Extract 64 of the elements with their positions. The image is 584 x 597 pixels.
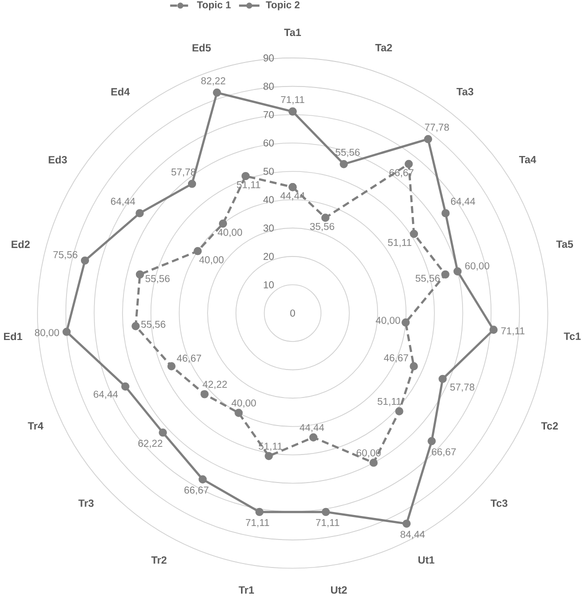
data-label: 40,00 — [376, 316, 400, 326]
spoke-label: Ut2 — [330, 586, 347, 594]
spoke-label: Tc1 — [564, 332, 581, 340]
data-label: 55,56 — [141, 320, 166, 330]
data-label: 55,56 — [415, 274, 440, 283]
data-label: 46,67 — [384, 354, 408, 363]
spoke-label: Tc2 — [541, 422, 558, 430]
data-label: 51,11 — [388, 239, 412, 248]
y-tick-label: 20 — [263, 252, 274, 260]
spoke-label: Ed3 — [48, 156, 67, 164]
data-label: 84,44 — [400, 530, 425, 540]
data-label: 75,56 — [53, 251, 78, 260]
spoke-label: Tr3 — [78, 500, 94, 507]
spoke-label: Ed5 — [192, 44, 211, 52]
data-label: 71,11 — [316, 519, 340, 528]
data-label: 64,44 — [450, 198, 476, 206]
y-tick-label: 30 — [263, 224, 274, 232]
y-tick-label: 70 — [263, 111, 274, 118]
spoke-label: Ut1 — [418, 556, 434, 564]
data-label: 35,56 — [310, 222, 334, 232]
y-tick-label: 40 — [263, 196, 274, 204]
data-label: 51,11 — [236, 181, 260, 190]
data-label: 66,67 — [432, 448, 456, 457]
data-label: 46,67 — [176, 354, 201, 363]
data-label: 51,11 — [378, 398, 401, 406]
data-label: 71,11 — [501, 327, 524, 336]
data-label: 57,78 — [450, 384, 474, 392]
spoke-label: Ta2 — [375, 44, 392, 52]
data-label: 55,56 — [145, 275, 170, 284]
spoke-label: Ed2 — [12, 240, 30, 248]
spoke-label: Tc3 — [490, 500, 508, 507]
y-tick-label: 0 — [290, 310, 295, 317]
spoke-label: Ta3 — [456, 88, 474, 96]
y-tick-label: 80 — [263, 82, 274, 90]
data-label: 80,00 — [34, 329, 59, 338]
data-label: 82,22 — [201, 77, 226, 86]
spoke-label: Ta1 — [284, 28, 301, 36]
data-label: 71,11 — [246, 519, 269, 528]
data-label: 64,44 — [94, 390, 118, 399]
data-label: 42,22 — [202, 380, 227, 390]
data-label: 64,44 — [110, 198, 135, 206]
data-label: 71,11 — [280, 96, 304, 104]
spoke-label: Tr4 — [28, 422, 44, 430]
data-label: 62,22 — [138, 440, 162, 448]
data-label: 55,56 — [335, 148, 360, 157]
data-label: 77,78 — [424, 124, 449, 132]
data-label: 66,67 — [184, 486, 208, 495]
data-label: 60,00 — [465, 262, 490, 271]
spoke-label: Ed4 — [111, 88, 130, 96]
spoke-label: Ta4 — [518, 156, 536, 164]
data-label: 40,00 — [199, 256, 224, 265]
y-tick-label: 50 — [263, 168, 274, 175]
legend-label: Topic 1 — [196, 1, 231, 10]
data-label: 44,44 — [300, 424, 324, 432]
spoke-label: Tr1 — [238, 586, 254, 594]
y-tick-label: 60 — [263, 139, 274, 147]
y-tick-label: 10 — [264, 281, 274, 288]
legend-label: Topic 2 — [266, 1, 300, 10]
y-tick-label: 90 — [263, 54, 274, 62]
data-label: 40,00 — [218, 228, 242, 238]
spoke-label: Ta5 — [556, 240, 573, 248]
spoke-label: Ed1 — [4, 332, 22, 340]
data-label: 40,00 — [231, 399, 256, 408]
spoke-label: Tr2 — [151, 556, 166, 564]
